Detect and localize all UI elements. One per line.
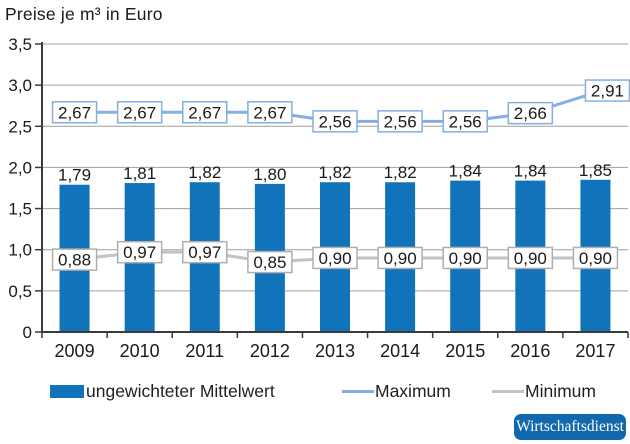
legend-item-minimum: Minimum: [492, 381, 596, 402]
max-line-swatch-icon: [342, 390, 374, 393]
min-point-label: 0,90: [449, 249, 482, 268]
bar-value-label: 1,82: [318, 163, 351, 182]
bar-value-label: 1,79: [58, 166, 91, 185]
bar-value-label: 1,85: [579, 161, 612, 180]
min-point-box: [51, 248, 98, 271]
x-tick-label: 2016: [510, 341, 550, 361]
min-point-box: [442, 246, 488, 270]
y-tick-label: 1,5: [8, 200, 32, 219]
max-point-box: [584, 79, 630, 102]
bar-value-label: 1,82: [384, 163, 417, 182]
min-point-box: [312, 246, 358, 270]
y-tick-label: 3,0: [8, 76, 32, 95]
chart-plot-area: 0 0,5 1,0 1,5 2,0 2,5 3,0 3,5 2009 2010 2011 2012 20…: [8, 35, 630, 361]
max-point-box: [312, 110, 358, 133]
bar-value-label: 1,84: [514, 162, 547, 181]
max-point-label: 2,91: [591, 82, 624, 101]
x-tick-label: 2017: [575, 341, 615, 361]
max-point-label: 2,56: [384, 112, 417, 131]
y-tick-label: 0: [23, 323, 32, 342]
min-point-label: 0,97: [123, 243, 156, 262]
max-point-label: 2,66: [514, 104, 547, 123]
bar-value-label: 1,81: [123, 164, 156, 183]
max-point-box: [247, 101, 293, 124]
legend: ungewichteter Mittelwert Maximum Minimum: [0, 381, 630, 403]
min-point-label: 0,90: [514, 249, 547, 268]
x-tick-label: 2014: [380, 341, 420, 361]
max-point-label: 2,56: [318, 112, 351, 131]
bar-value-label: 1,80: [253, 165, 286, 184]
min-point-label: 0,85: [253, 253, 286, 272]
wirtschaftsdienst-badge: Wirtschaftsdienst: [514, 414, 626, 440]
y-tick-label: 1,0: [8, 241, 32, 260]
min-point-box: [116, 240, 163, 264]
max-point-box: [51, 101, 98, 124]
legend-label-minimum: Minimum: [525, 381, 596, 401]
y-tick-label: 2,0: [8, 158, 32, 177]
min-point-label: 0,90: [384, 249, 417, 268]
x-tick-label: 2012: [250, 341, 290, 361]
min-point-box: [572, 246, 619, 270]
y-tick-label: 2,5: [8, 117, 32, 136]
min-point-label: 0,88: [58, 251, 91, 270]
x-tick-label: 2011: [185, 341, 224, 361]
max-point-label: 2,56: [449, 112, 482, 131]
y-tick-label: 0,5: [8, 282, 32, 301]
x-tick-label: 2015: [445, 341, 485, 361]
max-point-label: 2,67: [58, 103, 91, 122]
chart-title: Preise je m³ in Euro: [5, 4, 163, 24]
min-line-swatch-icon: [492, 390, 524, 393]
min-point-label: 0,90: [579, 249, 612, 268]
min-point-label: 0,97: [188, 243, 221, 262]
max-point-label: 2,67: [123, 103, 156, 122]
bar-value-label: 1,84: [449, 162, 482, 181]
bar-swatch-icon: [50, 385, 84, 398]
y-tick-label: 3,5: [8, 35, 32, 54]
max-point-label: 2,67: [253, 103, 286, 122]
x-tick-label: 2010: [120, 341, 160, 361]
min-point-box: [247, 250, 293, 274]
max-point-box: [507, 101, 554, 125]
legend-label-maximum: Maximum: [375, 381, 451, 401]
legend-label-mittelwert: ungewichteter Mittelwert: [86, 381, 275, 401]
x-tick-label: 2009: [55, 341, 95, 361]
min-point-label: 0,90: [318, 249, 351, 268]
max-point-box: [116, 101, 163, 124]
min-point-box: [182, 240, 228, 264]
max-point-box: [182, 101, 228, 124]
legend-item-maximum: Maximum: [342, 381, 451, 402]
min-point-box: [507, 246, 554, 270]
legend-item-mittelwert: ungewichteter Mittelwert: [50, 381, 275, 402]
x-tick-label: 2013: [315, 341, 355, 361]
max-point-box: [442, 110, 488, 133]
bar-value-label: 1,82: [188, 163, 221, 182]
min-point-box: [377, 246, 423, 270]
max-point-box: [377, 110, 423, 133]
max-point-label: 2,67: [188, 103, 221, 122]
